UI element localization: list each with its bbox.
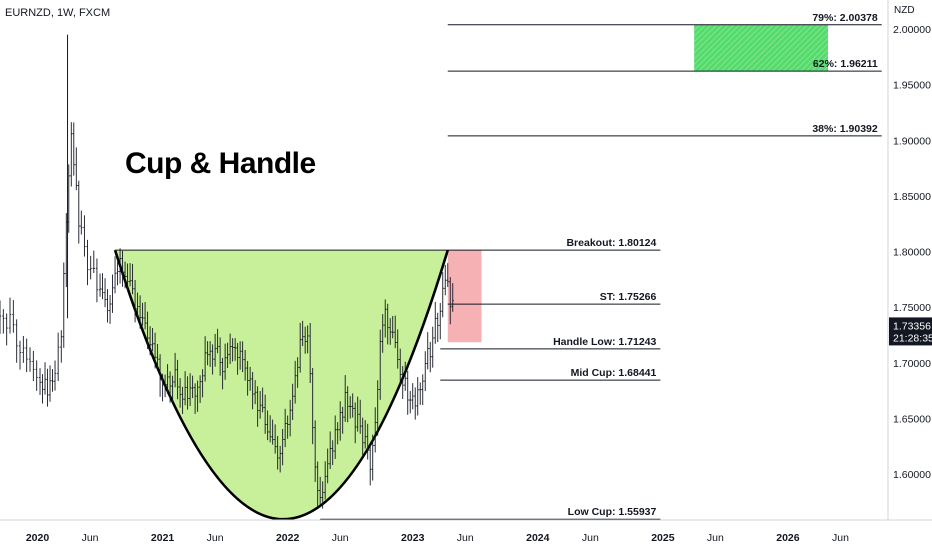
level-label-1: 62%: 1.96211 xyxy=(813,58,878,70)
x-tick-label: 2021 xyxy=(151,532,175,544)
x-tick-label: 2022 xyxy=(276,532,300,544)
x-tick-label: Jun xyxy=(582,532,599,544)
x-tick-label: Jun xyxy=(82,532,99,544)
y-tick-label: 1.75000 xyxy=(893,302,931,314)
stop-zone xyxy=(447,250,482,343)
x-tick-label: Jun xyxy=(832,532,849,544)
x-tick-label: Jun xyxy=(207,532,224,544)
y-tick-label: 1.95000 xyxy=(893,80,931,92)
y-tick-label: 1.90000 xyxy=(893,135,931,147)
currency-unit: NZD xyxy=(894,5,915,16)
x-tick-label: 2024 xyxy=(526,532,550,544)
y-tick-label: 1.80000 xyxy=(893,247,931,259)
last-price-value: 1.73356 xyxy=(893,320,931,332)
level-label-2: 38%: 1.90392 xyxy=(812,123,878,135)
bar-countdown: 21:28:35 xyxy=(893,332,932,344)
x-tick-label: 2025 xyxy=(651,532,675,544)
level-label-3: Breakout: 1.80124 xyxy=(566,237,656,249)
x-tick-label: 2026 xyxy=(776,532,800,544)
y-tick-label: 1.85000 xyxy=(893,191,931,203)
level-label-0: 79%: 2.00378 xyxy=(812,12,878,24)
x-tick-label: Jun xyxy=(332,532,349,544)
target-zone xyxy=(694,24,828,72)
x-tick-label: 2020 xyxy=(26,532,50,544)
chart-title: Cup & Handle xyxy=(125,147,316,180)
y-tick-label: 1.65000 xyxy=(893,413,931,425)
level-label-7: Low Cup: 1.55937 xyxy=(568,506,657,518)
x-tick-label: Jun xyxy=(707,532,724,544)
y-tick-label: 2.00000 xyxy=(893,24,931,36)
level-label-6: Mid Cup: 1.68441 xyxy=(571,367,657,379)
level-label-5: Handle Low: 1.71243 xyxy=(553,336,656,348)
x-tick-label: Jun xyxy=(457,532,474,544)
last-price-tag xyxy=(889,317,932,346)
y-tick-label: 1.70000 xyxy=(893,358,931,370)
symbol-header[interactable]: EURNZD, 1W, FXCM xyxy=(5,7,110,19)
level-label-4: ST: 1.75266 xyxy=(600,291,657,303)
y-tick-label: 1.60000 xyxy=(893,469,931,481)
x-tick-label: 2023 xyxy=(401,532,425,544)
